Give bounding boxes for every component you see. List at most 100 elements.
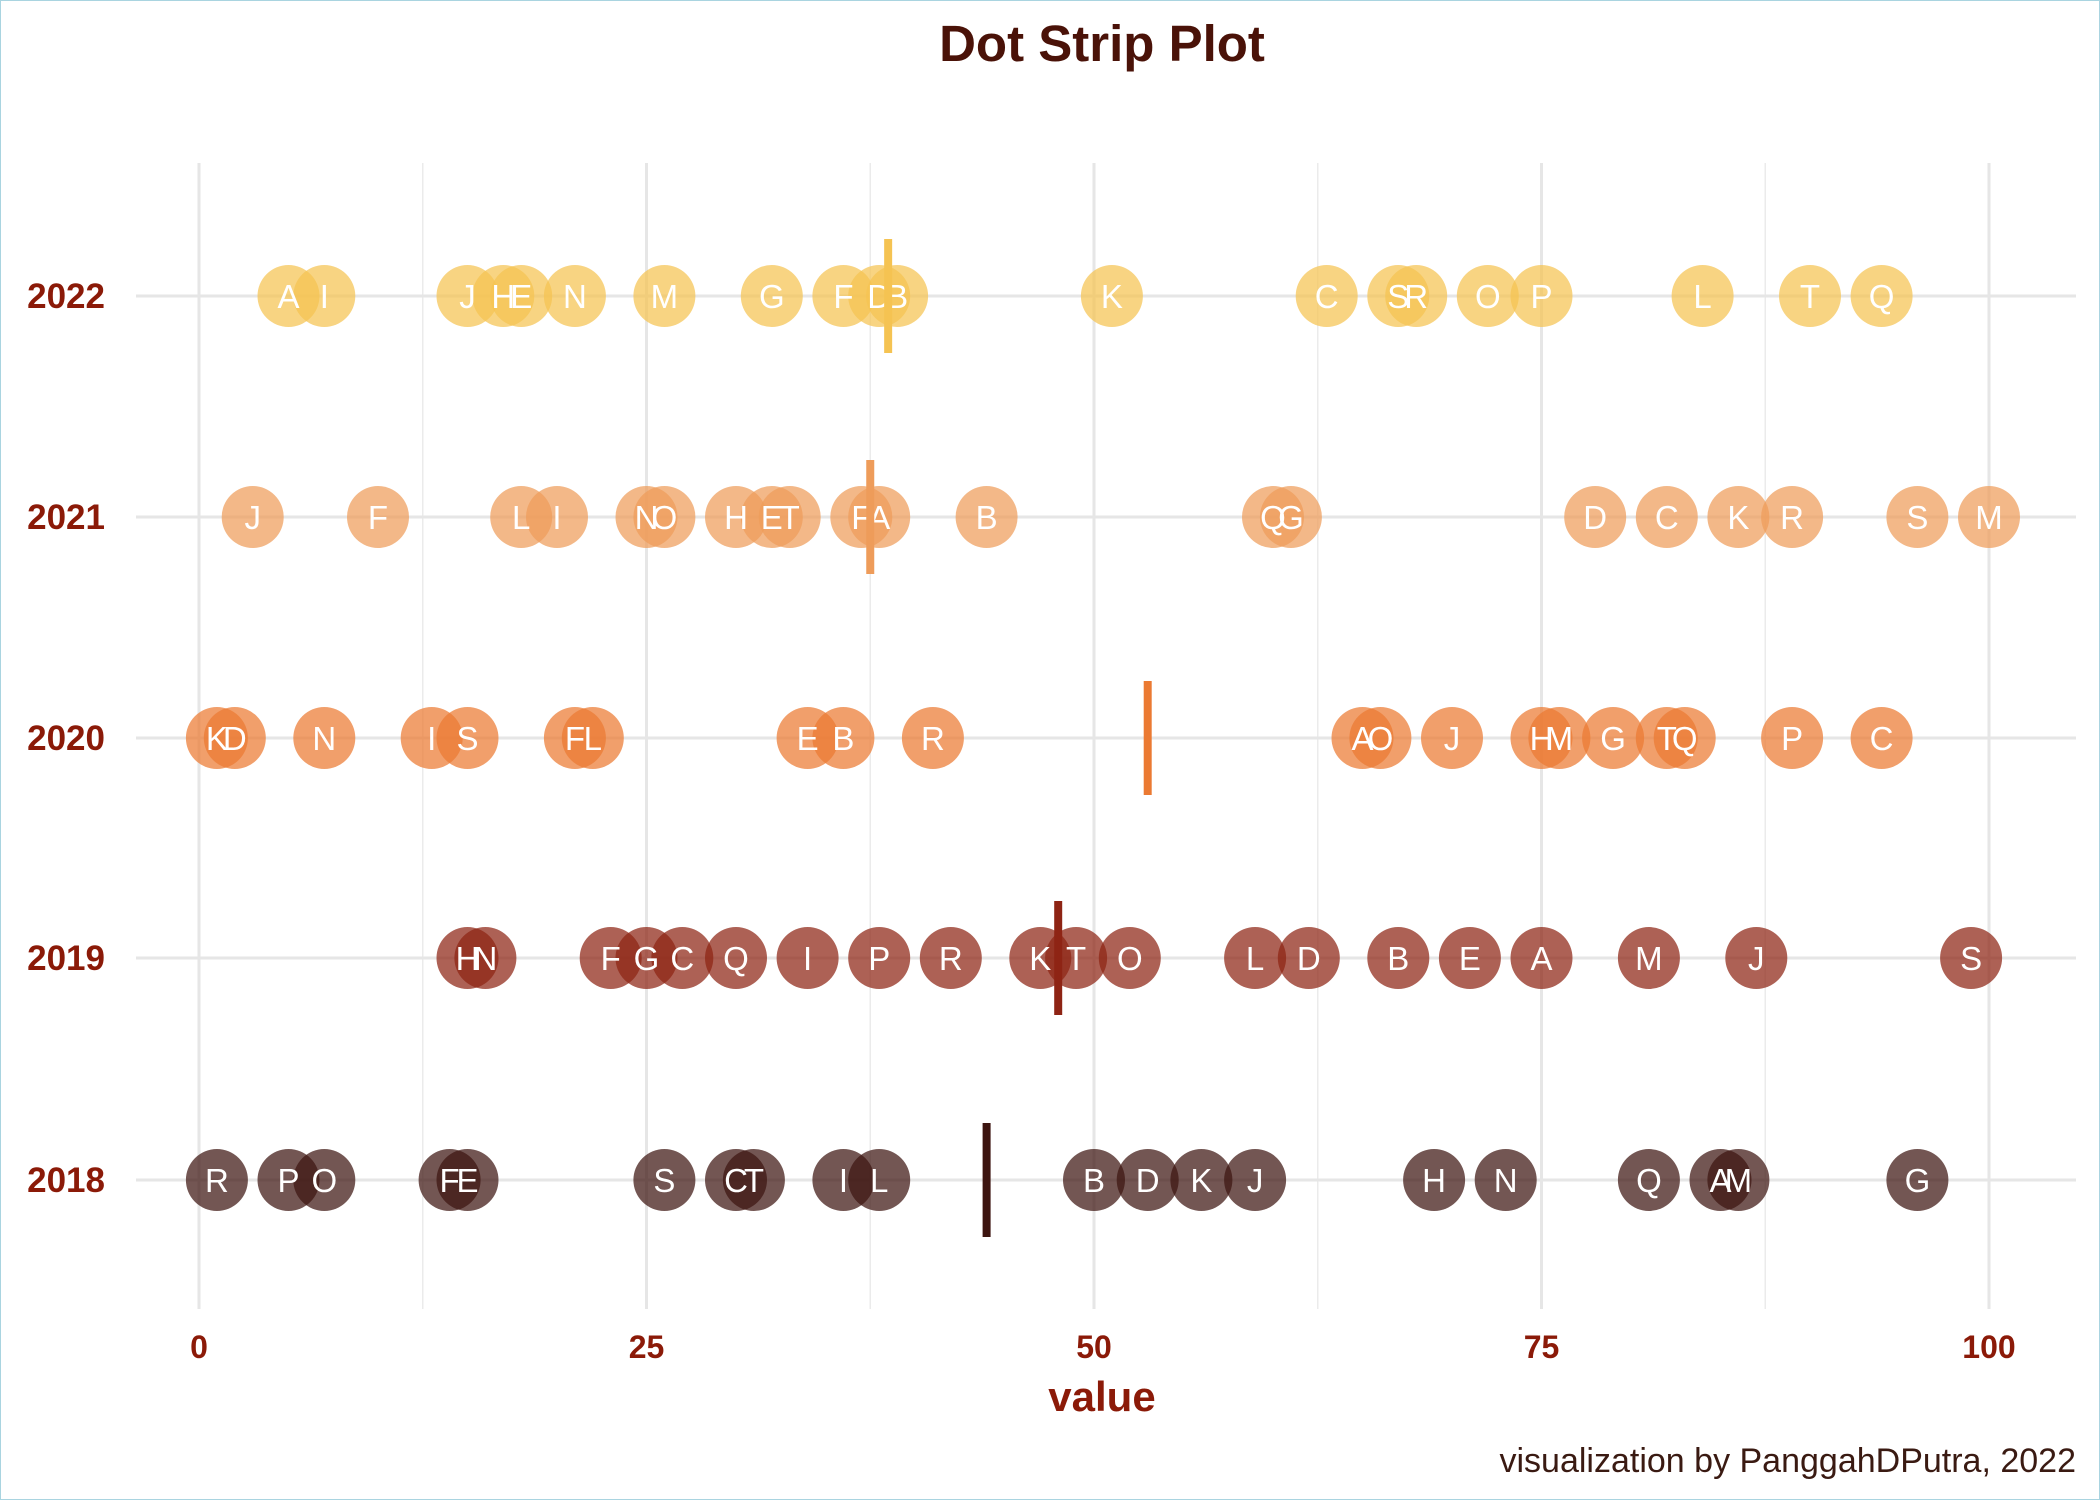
data-point-label: S (653, 1162, 675, 1199)
data-point-label: T (780, 499, 800, 536)
y-tick-label: 2019 (27, 939, 105, 978)
data-point-label: R (939, 940, 963, 977)
data-point-label: H (724, 499, 748, 536)
data-point (1510, 265, 1573, 327)
data-point (633, 265, 696, 327)
data-point (1224, 927, 1287, 989)
data-point-label: N (563, 278, 587, 315)
data-point (919, 927, 982, 989)
data-point-label: H (1422, 1162, 1446, 1199)
data-point (740, 265, 803, 327)
caption: visualization by PanggahDPutra, 2022 (1500, 1442, 2077, 1480)
data-point (293, 265, 356, 327)
data-point-label: P (1530, 278, 1552, 315)
data-point-label: K (206, 720, 228, 757)
data-point-label: P (868, 940, 890, 977)
data-point-label: O (652, 499, 678, 536)
data-point-label: Q (1636, 1162, 1662, 1199)
data-point-label: R (1404, 278, 1428, 315)
data-point (1582, 707, 1645, 769)
data-point-label: T (1657, 720, 1677, 757)
data-point (955, 486, 1018, 548)
data-point-label: F (368, 499, 388, 536)
data-point-label: K (1190, 1162, 1212, 1199)
data-point (1438, 927, 1501, 989)
data-point-label: Q (1672, 720, 1698, 757)
data-point (1528, 707, 1591, 769)
data-point-label: F (440, 1162, 460, 1199)
data-point-label: P (1781, 720, 1803, 757)
data-point (1564, 486, 1627, 548)
data-points: R P O FE S CT I L B D K J H N Q AM GHN F G C Q I P R K T O L D B E A M J S… (185, 265, 2020, 1211)
series-2020: KD N I S FL E B R AO J HM G TQ P C (185, 707, 1913, 769)
data-point (848, 927, 911, 989)
axes: 0 25 50 75 100 2018 2019 2020 2021 2022 (27, 277, 2016, 1365)
data-point-label: T (1066, 940, 1086, 977)
data-point-label: C (670, 940, 694, 977)
x-tick-label: 25 (629, 1329, 665, 1365)
data-point-label: E (456, 1162, 478, 1199)
data-point-label: J (1748, 940, 1765, 977)
data-point-label: F (833, 278, 853, 315)
data-point (1403, 1149, 1466, 1211)
data-point-label: S (456, 720, 478, 757)
data-point (633, 486, 696, 548)
series-2022: A I J HE N M G F DB K C SR O P L T Q (257, 265, 1913, 327)
data-point-label: D (1136, 1162, 1160, 1199)
data-point-label: N (635, 499, 659, 536)
data-point (185, 1149, 248, 1211)
data-point (722, 1149, 785, 1211)
series-2021: J F L I NO H ET FA B QG D C K R S M (221, 486, 2020, 548)
data-point-label: J (1444, 720, 1461, 757)
data-point (1850, 707, 1913, 769)
data-point-label: C (1315, 278, 1339, 315)
data-point-label: A (1709, 1162, 1731, 1199)
data-point (1761, 486, 1824, 548)
data-point (526, 486, 588, 548)
data-point-label: S (1387, 278, 1409, 315)
data-point-label: L (870, 1162, 888, 1199)
data-point-label: K (1029, 940, 1051, 977)
data-point-label: H (456, 940, 480, 977)
chart-title: Dot Strip Plot (939, 15, 1265, 72)
data-point-label: B (832, 720, 854, 757)
data-point (1635, 486, 1698, 548)
data-point (1456, 265, 1519, 327)
data-point (1421, 707, 1483, 769)
data-point (1707, 1149, 1770, 1211)
data-point-label: O (1475, 278, 1501, 315)
data-point (1671, 265, 1734, 327)
data-point-label: A (1530, 940, 1552, 977)
data-point (1617, 927, 1680, 989)
data-point-label: I (839, 1162, 848, 1199)
x-tick-label: 50 (1076, 1329, 1112, 1365)
data-point-label: E (1459, 940, 1481, 977)
data-point-label: O (1368, 720, 1394, 757)
data-point (543, 265, 606, 327)
data-point (1779, 265, 1841, 327)
data-point-label: E (510, 278, 532, 315)
data-point-label: C (724, 1162, 748, 1199)
data-point-label: D (1583, 499, 1607, 536)
data-point-label: J (1247, 1162, 1264, 1199)
data-point-label: L (584, 720, 602, 757)
y-tick-label: 2021 (27, 498, 105, 537)
data-point-label: I (552, 499, 561, 536)
data-point (1510, 927, 1573, 989)
data-point-label: J (459, 278, 476, 315)
data-point-label: L (1693, 278, 1711, 315)
data-point (436, 707, 499, 769)
data-point-label: K (1727, 499, 1749, 536)
data-point-label: A (1351, 720, 1373, 757)
y-tick-label: 2020 (27, 719, 105, 758)
data-point-label: I (320, 278, 329, 315)
data-point-label: G (634, 940, 660, 977)
data-point (1224, 1149, 1287, 1211)
data-point-label: E (761, 499, 783, 536)
data-point (1725, 927, 1788, 989)
data-point-label: H (1530, 720, 1554, 757)
data-point (1940, 927, 2003, 989)
data-point (347, 486, 409, 548)
data-point (901, 707, 964, 769)
